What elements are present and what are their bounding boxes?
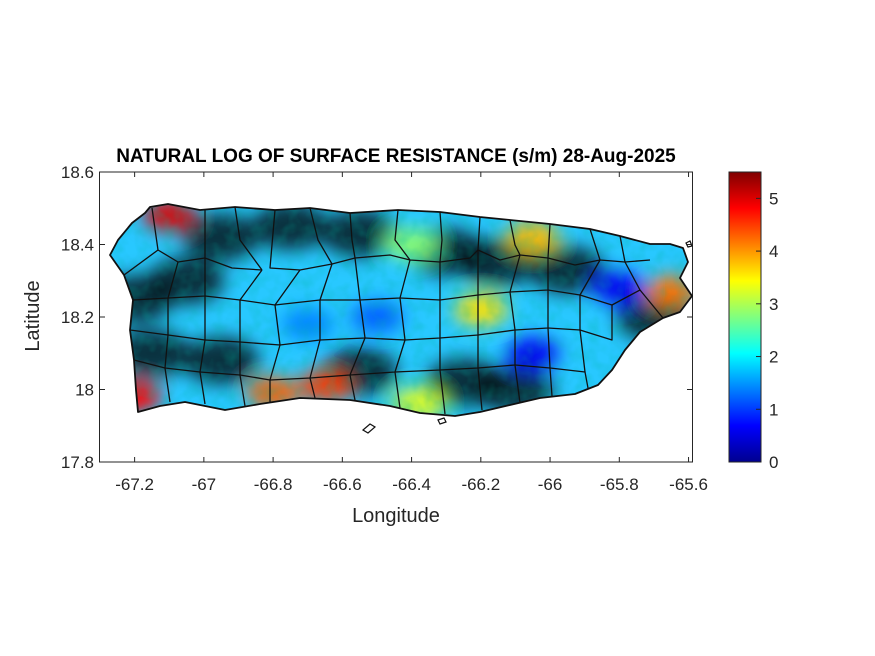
colorbar-tick-label: 0 [769, 453, 778, 472]
colorbar-tick-label: 5 [769, 189, 778, 208]
y-tick-label: 18 [75, 381, 94, 400]
y-tick-label: 17.8 [61, 453, 94, 472]
x-tick-label: -65.8 [600, 475, 639, 494]
colorbar-tick-label: 4 [769, 242, 778, 261]
islet [685, 240, 693, 248]
islet [361, 423, 377, 434]
y-axis: 17.8 18 18.2 18.4 18.6 [61, 163, 692, 472]
colorbar-tick-label: 1 [769, 400, 778, 419]
colorbar-ticks: 0 1 2 3 4 5 [756, 189, 778, 472]
x-tick-label: -67.2 [115, 475, 154, 494]
x-tick-label: -66.2 [461, 475, 500, 494]
x-tick-label: -66.8 [254, 475, 293, 494]
x-axis-label: Longitude [352, 505, 440, 527]
islet [437, 417, 447, 425]
x-tick-label: -66.6 [323, 475, 362, 494]
y-axis-label: Latitude [22, 280, 44, 351]
colorbar-tick-label: 2 [769, 348, 778, 367]
y-tick-label: 18.6 [61, 163, 94, 182]
x-tick-label: -67 [192, 475, 217, 494]
y-tick-label: 18.2 [61, 308, 94, 327]
x-tick-label: -66 [538, 475, 563, 494]
x-tick-label: -66.4 [392, 475, 431, 494]
island-outline [109, 203, 693, 417]
colorbar-tick-label: 3 [769, 295, 778, 314]
y-tick-label: 18.4 [61, 236, 94, 255]
municipality-borders [109, 203, 693, 417]
chart-title: NATURAL LOG OF SURFACE RESISTANCE (s/m) … [116, 146, 676, 167]
x-axis: -67.2 -67 -66.8 -66.6 -66.4 -66.2 -66 -65.8 -65.… [115, 172, 708, 494]
x-tick-label: -65.6 [669, 475, 708, 494]
colorbar [728, 171, 762, 463]
